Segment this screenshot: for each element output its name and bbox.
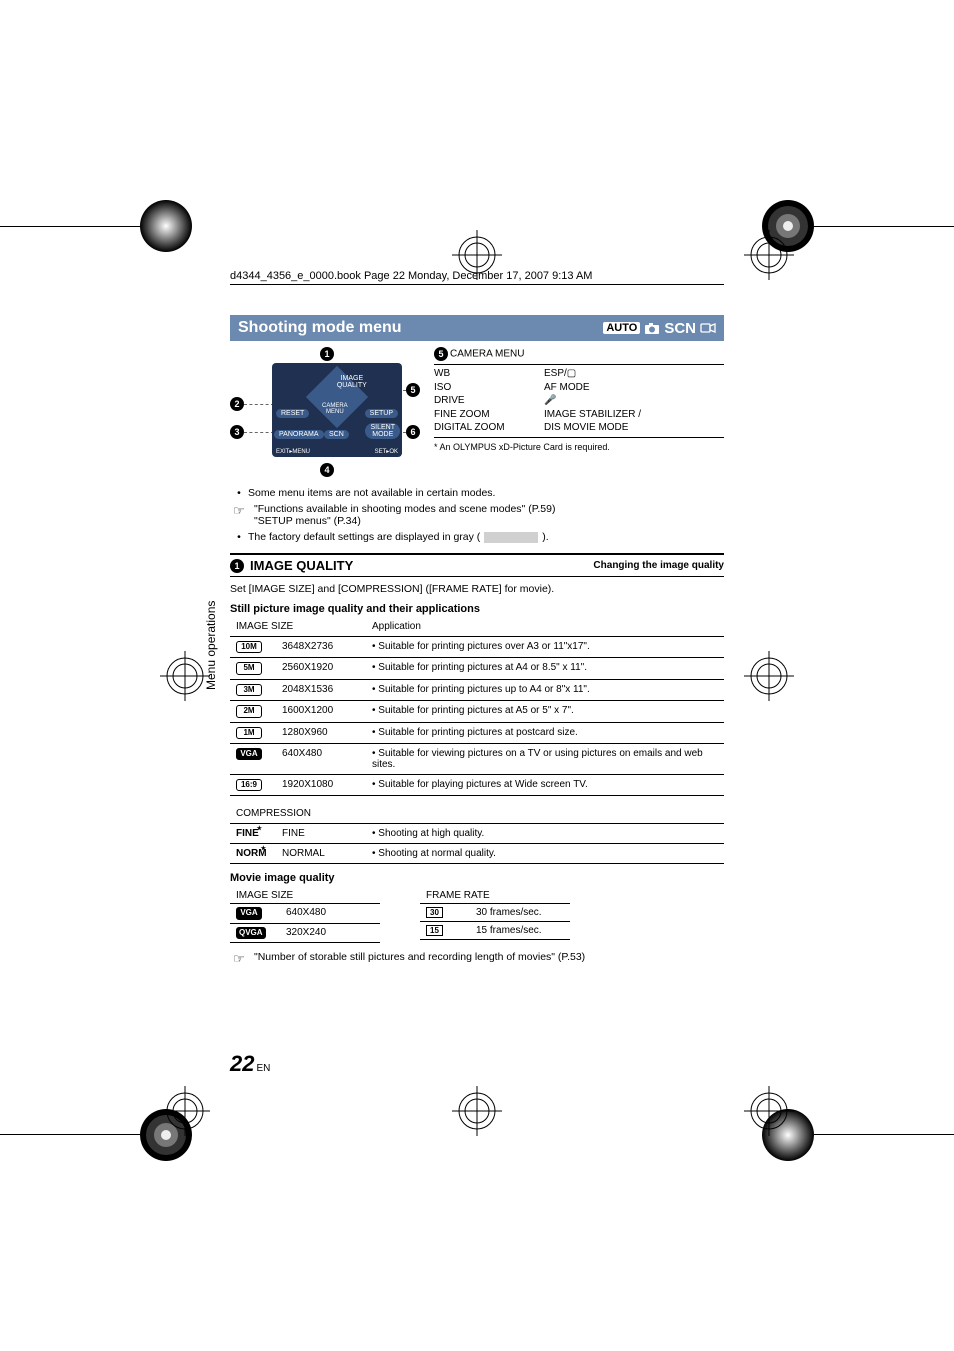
callout-6: 6 [406,425,420,439]
fine-icon: FINE [236,828,266,839]
image-quality-section: 1 IMAGE QUALITY Changing the image quali… [230,553,724,577]
reg-mark-bl [160,1086,210,1136]
table-row: 16:91920X1080• Suitable for playing pict… [230,774,724,795]
page-number: 22EN [230,1051,270,1077]
file-path: d4344_4356_e_0000.book Page 22 Monday, D… [230,270,724,285]
camera-icon [644,321,660,335]
frame-rate-table: FRAME RATE 3030 frames/sec. 1515 frames/… [420,888,570,943]
side-label: Menu operations [204,601,218,690]
image-size-table: IMAGE SIZEApplication 10M3648X2736• Suit… [230,619,724,796]
table-row: 1M1280X960• Suitable for printing pictur… [230,722,724,743]
pointer-icon: ☞ [230,503,248,527]
table-row: 10M3648X2736• Suitable for printing pict… [230,637,724,658]
still-heading: Still picture image quality and their ap… [230,603,724,615]
table-row: 3M2048X1536• Suitable for printing pictu… [230,679,724,700]
menu-diagram: 1 2 3 4 5 6 IMAGEQUALITY CAMERAMENU RESE… [230,347,420,477]
pointer-icon: ☞ [230,951,248,967]
reg-mark-br [744,1086,794,1136]
gray-sample-icon [484,532,538,543]
table-row: NORMNORMAL• Shooting at normal quality. [230,844,724,864]
mode-scn-icon: SCN [664,320,696,337]
reg-mark-bottom [452,1086,502,1136]
norm-icon: NORM [236,848,270,859]
table-row: 2M1600X1200• Suitable for printing pictu… [230,701,724,722]
callout-5: 5 [406,383,420,397]
camera-menu-box: 5CAMERA MENU WB ISO DRIVE FINE ZOOM DIGI… [434,347,724,477]
title-bar: Shooting mode menu AUTO SCN [230,315,724,341]
callout-4: 4 [320,463,334,477]
callout-3: 3 [230,425,244,439]
title-text: Shooting mode menu [238,319,402,337]
movie-heading: Movie image quality [230,872,724,884]
callout-1: 1 [320,347,334,361]
section-desc: Set [IMAGE SIZE] and [COMPRESSION] ([FRA… [230,583,724,595]
callout-5-label: 5 [434,347,448,361]
reg-mark-tr [744,230,794,280]
table-row: VGA640X480• Suitable for viewing picture… [230,743,724,774]
table-row: FINEFINE• Shooting at high quality. [230,824,724,844]
reg-mark-left [160,651,210,701]
reg-mark-right [744,651,794,701]
table-row: 5M2560X1920• Suitable for printing pictu… [230,658,724,679]
movie-size-table: IMAGE SIZE VGA640X480 QVGA320X240 [230,888,380,943]
callout-2: 2 [230,397,244,411]
xd-card-note: * An OLYMPUS xD-Picture Card is required… [434,442,724,452]
movie-icon [700,321,716,335]
mode-auto-icon: AUTO [603,322,640,334]
notes-list: •Some menu items are not available in ce… [230,487,724,543]
mode-icons: AUTO SCN [603,320,716,337]
compression-table: COMPRESSION FINEFINE• Shooting at high q… [230,806,724,864]
